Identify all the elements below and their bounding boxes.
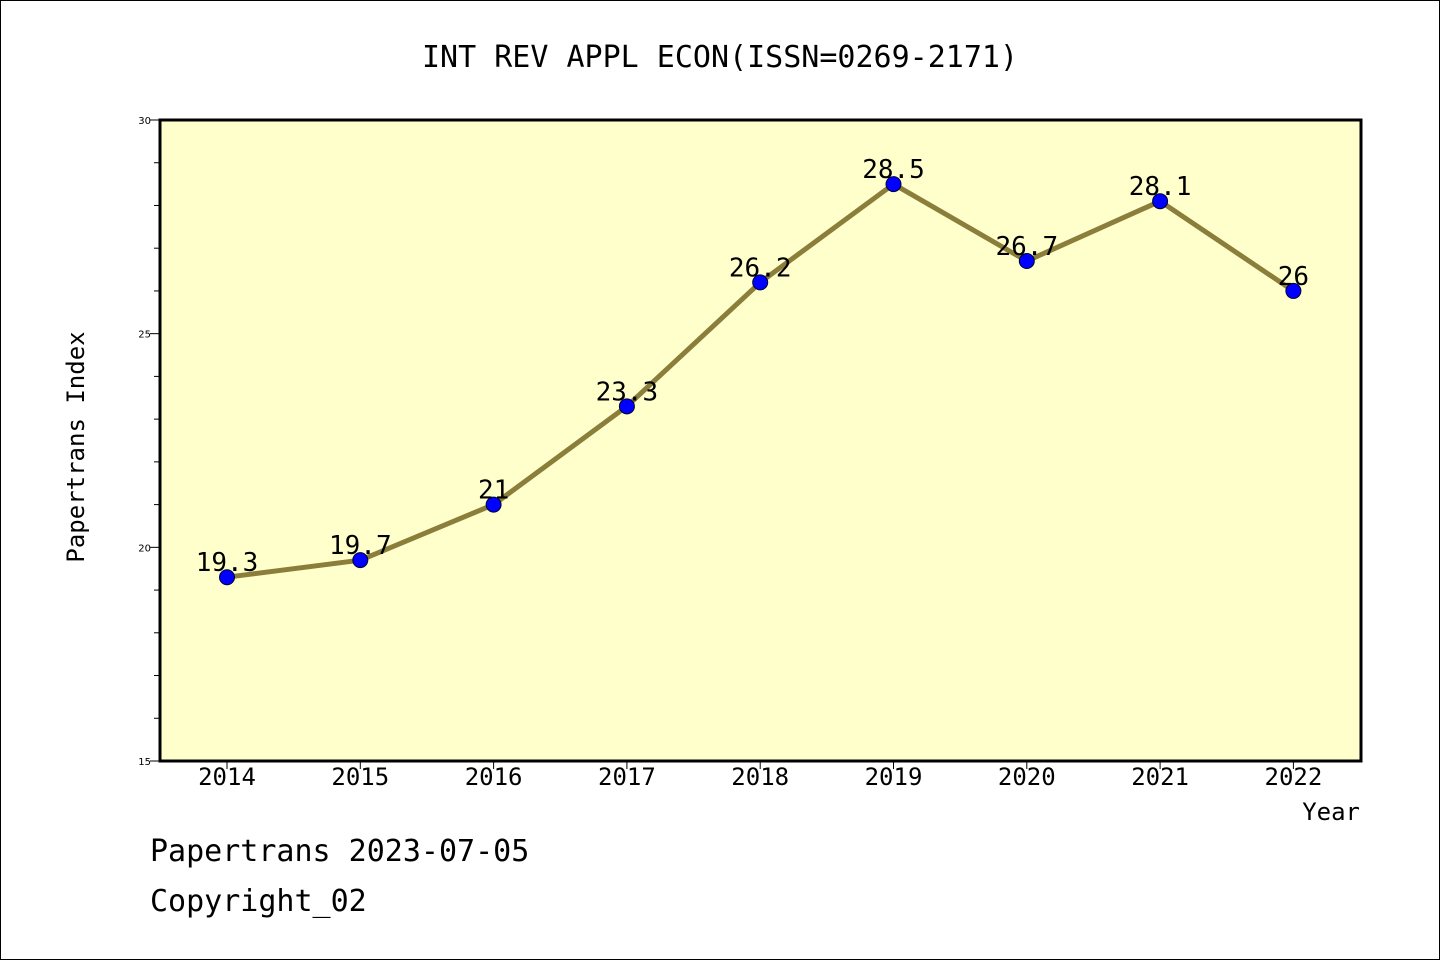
y-axis-label: Papertrans Index xyxy=(62,331,90,562)
data-point xyxy=(1018,253,1035,270)
data-point xyxy=(485,496,502,513)
x-tick-label: 2018 xyxy=(731,763,789,791)
x-tick-label: 2015 xyxy=(331,763,389,791)
data-point xyxy=(352,552,369,569)
data-label: 26.7 xyxy=(995,232,1058,262)
data-label: 19.7 xyxy=(329,531,392,561)
data-label: 26 xyxy=(1278,262,1309,292)
x-tick-label: 2019 xyxy=(865,763,923,791)
series-group: 19.3 19.7 21 23.3 26.2 28.5 26.7 28.1 26 xyxy=(196,155,1309,586)
x-tick-label: 2022 xyxy=(1265,763,1323,791)
x-tick-label: 2021 xyxy=(1131,763,1189,791)
x-tick-label: 2017 xyxy=(598,763,656,791)
y-tick-label: 20 xyxy=(138,543,151,554)
y-tick-label: 25 xyxy=(138,330,151,341)
data-point xyxy=(219,569,235,586)
footer-date: Papertrans 2023-07-05 xyxy=(150,834,530,869)
x-axis-label: Year xyxy=(1302,798,1360,826)
data-label: 21 xyxy=(478,476,509,506)
chart-title: INT REV APPL ECON(ISSN=0269-2171) xyxy=(422,40,1018,75)
data-label: 23.3 xyxy=(596,377,659,407)
y-axis: 15 20 25 30 xyxy=(138,116,160,768)
y-tick-label: 30 xyxy=(138,116,151,127)
y-tick-label: 15 xyxy=(138,757,151,768)
footer-copyright: Copyright_02 xyxy=(150,884,367,919)
data-point xyxy=(752,274,769,291)
data-label: 28.1 xyxy=(1129,172,1192,202)
x-tick-label: 2014 xyxy=(198,763,256,791)
x-axis: 2014 2015 2016 2017 2018 2019 2020 2021 2022 xyxy=(198,761,1322,791)
data-label: 28.5 xyxy=(862,155,925,185)
data-point xyxy=(885,176,902,193)
data-point xyxy=(1152,193,1169,210)
x-tick-label: 2016 xyxy=(465,763,523,791)
data-label: 19.3 xyxy=(196,548,259,578)
plot-area xyxy=(158,118,1363,763)
data-point xyxy=(1285,282,1302,299)
data-label: 26.2 xyxy=(729,253,792,283)
data-point xyxy=(618,398,635,415)
x-tick-label: 2020 xyxy=(998,763,1056,791)
